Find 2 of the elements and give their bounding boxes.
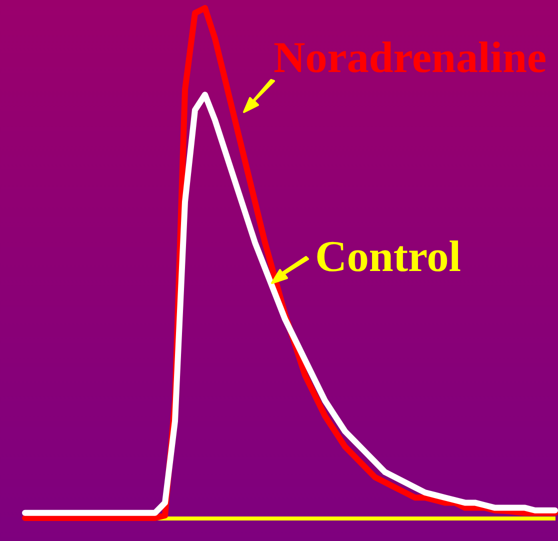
- series-label: Noradrenaline: [274, 33, 546, 82]
- series-label: Control: [315, 232, 461, 281]
